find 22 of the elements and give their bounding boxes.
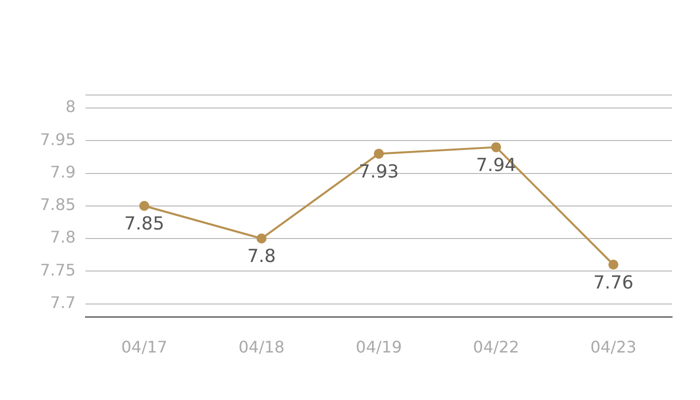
x-tick-label: 04/23 — [590, 338, 636, 357]
data-label: 7.94 — [476, 154, 516, 176]
point — [374, 148, 384, 159]
point — [256, 234, 267, 244]
y-tick-label: 8 — [65, 97, 76, 116]
x-tick-label: 04/19 — [356, 338, 402, 357]
x-tick-label: 04/18 — [238, 338, 285, 357]
data-label: 7.8 — [247, 246, 276, 268]
y-tick-label: 7.95 — [40, 130, 76, 149]
point — [608, 260, 618, 270]
y-tick-label: 7.9 — [50, 162, 76, 182]
y-tick-label: 7.8 — [50, 228, 76, 247]
data-label: 7.76 — [593, 272, 634, 294]
point — [491, 142, 502, 152]
x-tick-label: 04/17 — [121, 338, 168, 357]
data-label: 7.85 — [124, 214, 164, 235]
point — [139, 200, 150, 211]
data-label: 7.93 — [358, 161, 399, 182]
x-tick-label: 04/22 — [473, 338, 520, 357]
y-tick-label: 7.85 — [40, 195, 76, 214]
y-tick-label: 7.75 — [40, 260, 76, 280]
y-tick-label: 7.7 — [50, 292, 76, 312]
